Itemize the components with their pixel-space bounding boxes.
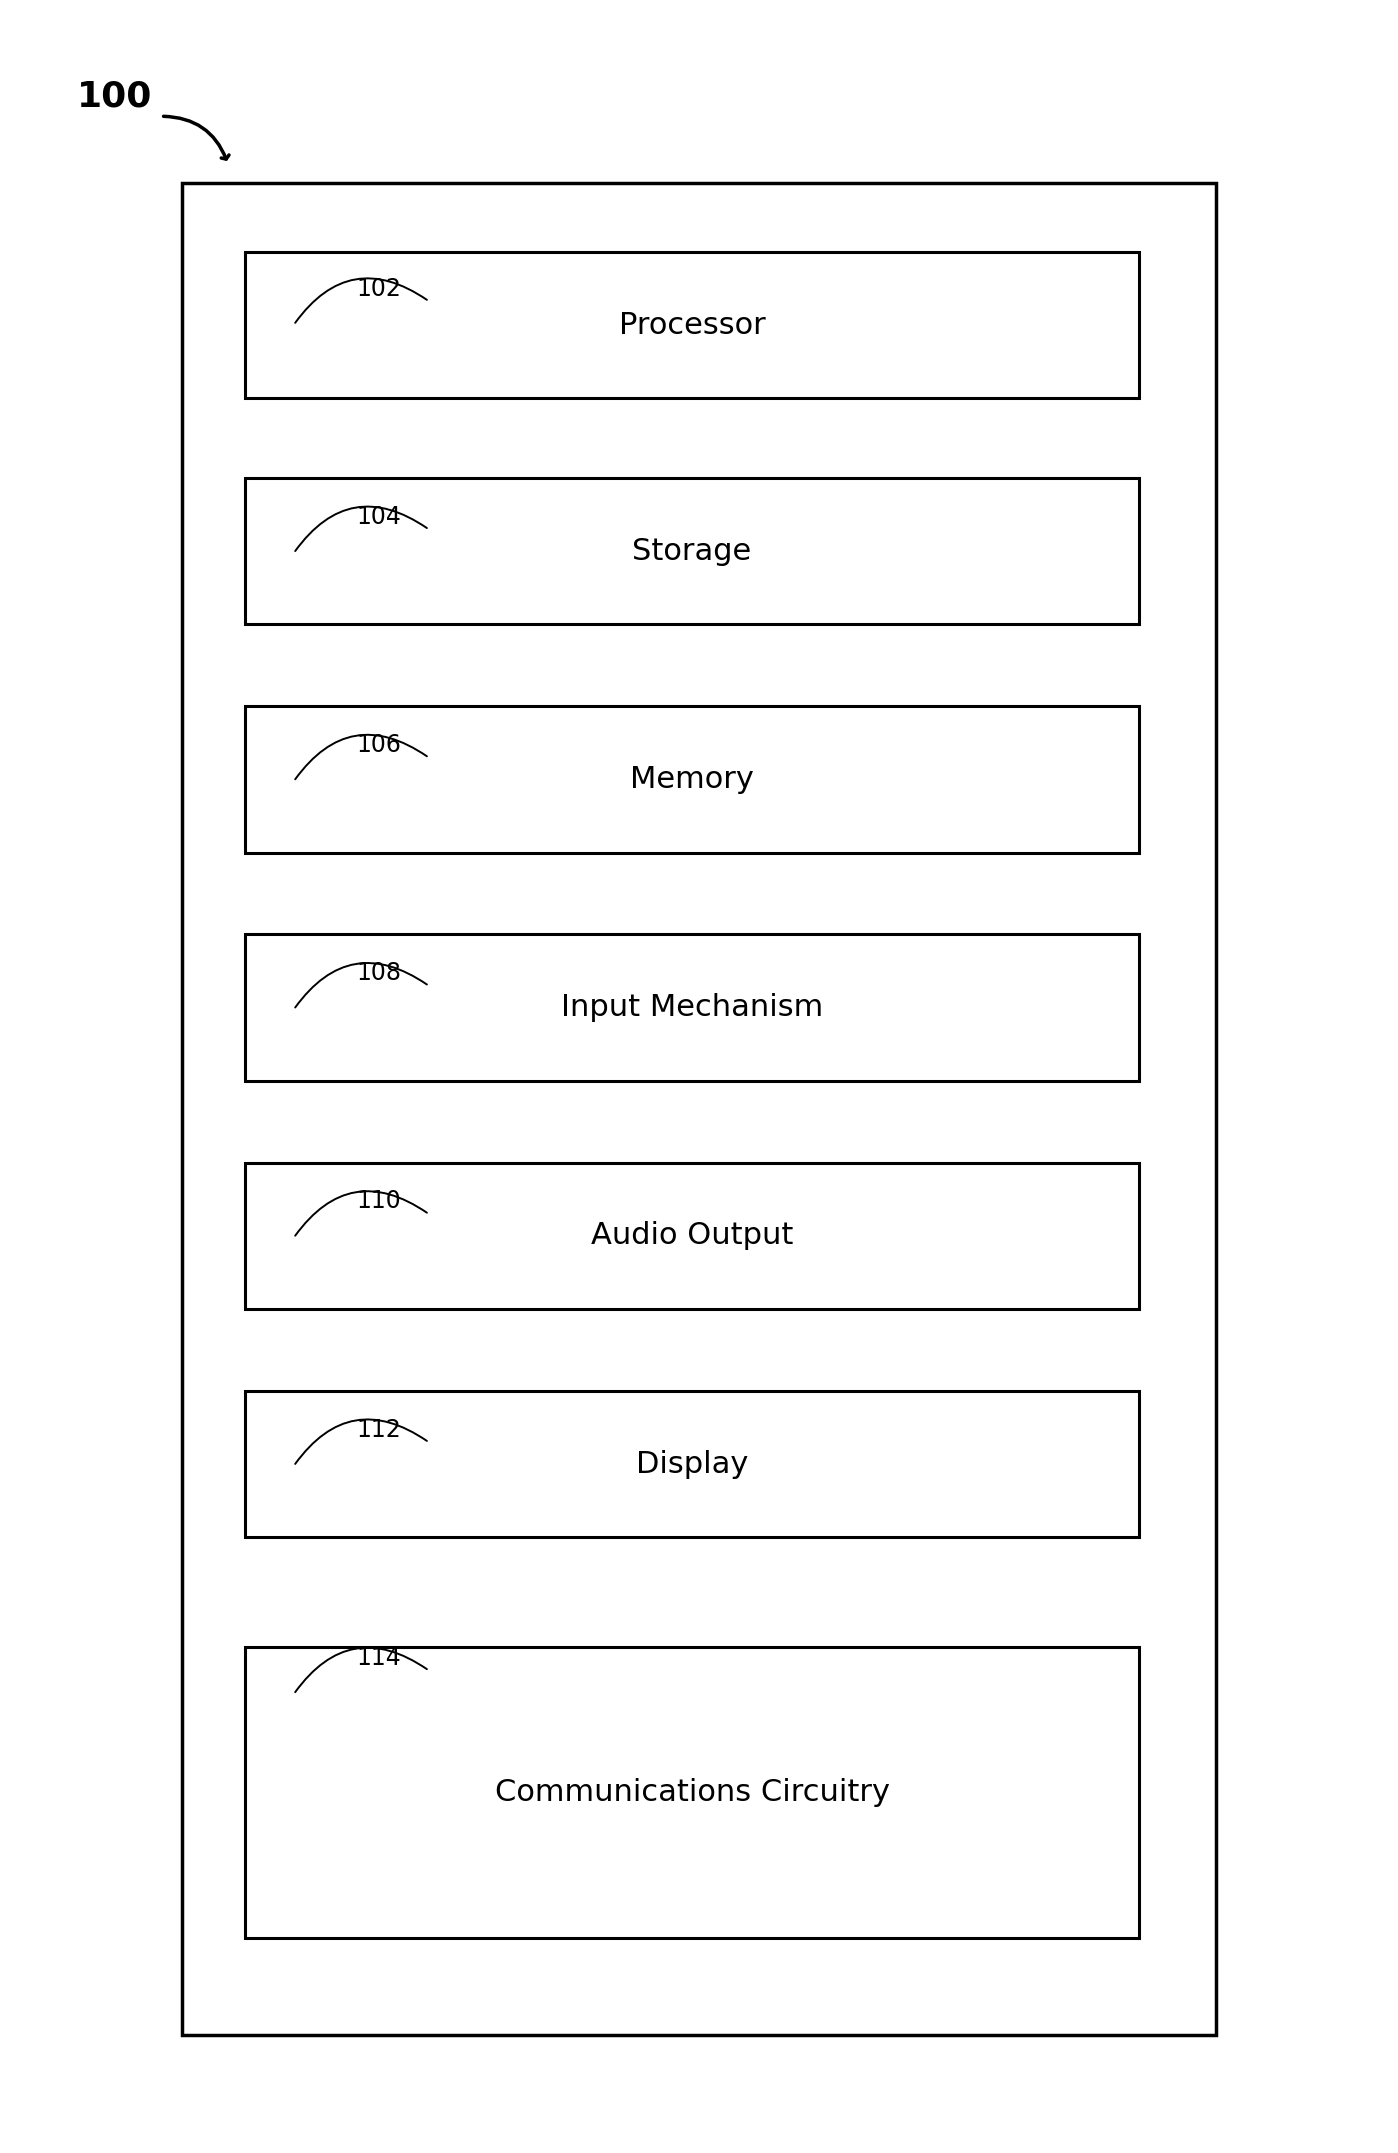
- Bar: [245, 1163, 1139, 1309]
- Text: Processor: Processor: [619, 310, 765, 340]
- Text: 102: 102: [356, 276, 401, 301]
- Bar: [245, 934, 1139, 1081]
- Text: 100: 100: [77, 80, 152, 114]
- Bar: [245, 478, 1139, 624]
- Text: 106: 106: [356, 732, 401, 758]
- Text: Display: Display: [636, 1449, 748, 1479]
- Text: Storage: Storage: [632, 536, 752, 566]
- Bar: [182, 183, 1216, 2035]
- Text: 104: 104: [356, 504, 401, 530]
- Text: Memory: Memory: [630, 764, 754, 794]
- Text: 108: 108: [356, 960, 401, 986]
- Bar: [245, 252, 1139, 398]
- Bar: [245, 706, 1139, 853]
- Text: Communications Circuitry: Communications Circuitry: [495, 1778, 889, 1806]
- Text: 110: 110: [356, 1188, 401, 1214]
- Bar: [245, 1391, 1139, 1537]
- Text: 114: 114: [356, 1645, 401, 1671]
- Text: Audio Output: Audio Output: [591, 1221, 793, 1251]
- Text: 112: 112: [356, 1417, 401, 1443]
- Bar: [245, 1647, 1139, 1938]
- Text: Input Mechanism: Input Mechanism: [561, 993, 823, 1023]
